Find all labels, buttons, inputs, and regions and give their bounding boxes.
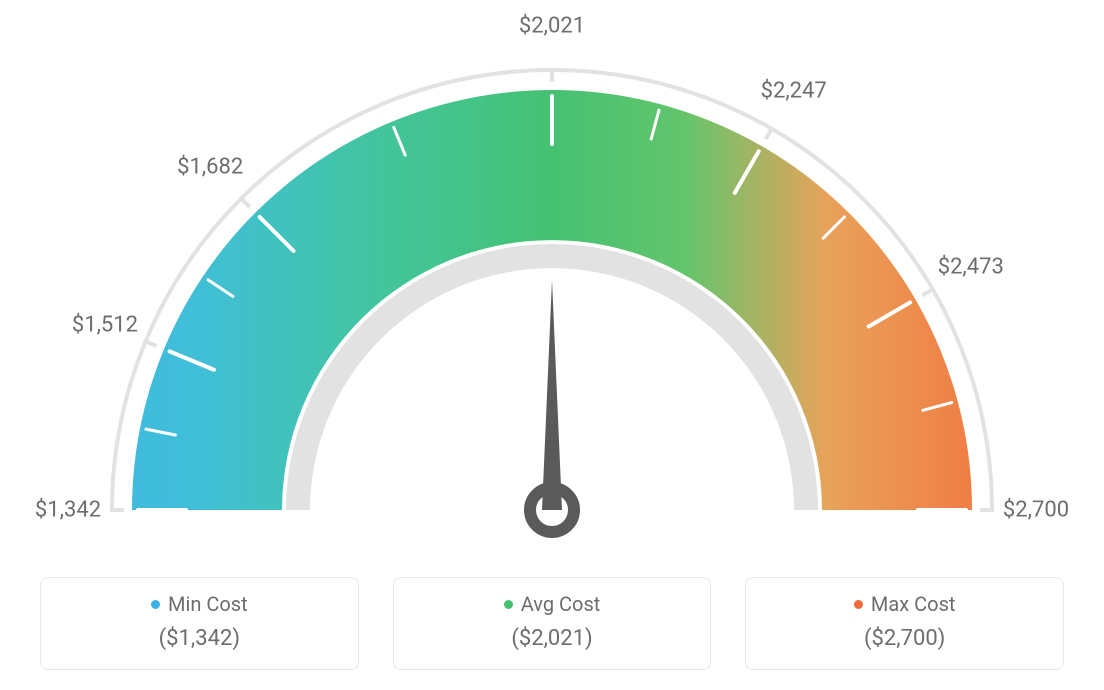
legend-title-text: Avg Cost xyxy=(521,592,601,616)
legend-dot-min xyxy=(151,600,160,609)
gauge-area: $1,342 $1,512 $1,682 $2,021 $2,247 $2,473 $2,7… xyxy=(0,0,1104,560)
cost-gauge-chart: $1,342 $1,512 $1,682 $2,021 $2,247 $2,473 $2,7… xyxy=(0,0,1104,690)
gauge-svg xyxy=(0,0,1104,560)
legend-row: Min Cost ($1,342) Avg Cost ($2,021) Max … xyxy=(40,577,1064,670)
gauge-tick-label: $2,247 xyxy=(761,78,827,103)
legend-title-text: Min Cost xyxy=(168,592,248,616)
legend-dot-avg xyxy=(504,600,513,609)
legend-card-avg: Avg Cost ($2,021) xyxy=(393,577,712,670)
gauge-tick-label: $2,021 xyxy=(519,14,585,39)
gauge-tick-label: $1,682 xyxy=(177,155,243,180)
legend-title-text: Max Cost xyxy=(871,592,956,616)
gauge-tick-label: $1,512 xyxy=(72,312,138,337)
legend-value: ($1,342) xyxy=(51,626,348,651)
legend-dot-max xyxy=(854,600,863,609)
legend-title: Min Cost xyxy=(51,592,348,616)
legend-card-max: Max Cost ($2,700) xyxy=(745,577,1064,670)
gauge-tick-label: $1,342 xyxy=(35,498,101,523)
gauge-tick-label: $2,700 xyxy=(1003,498,1069,523)
legend-value: ($2,700) xyxy=(756,626,1053,651)
gauge-tick-label: $2,473 xyxy=(938,255,1004,280)
legend-card-min: Min Cost ($1,342) xyxy=(40,577,359,670)
legend-title: Max Cost xyxy=(756,592,1053,616)
legend-title: Avg Cost xyxy=(404,592,701,616)
legend-value: ($2,021) xyxy=(404,626,701,651)
